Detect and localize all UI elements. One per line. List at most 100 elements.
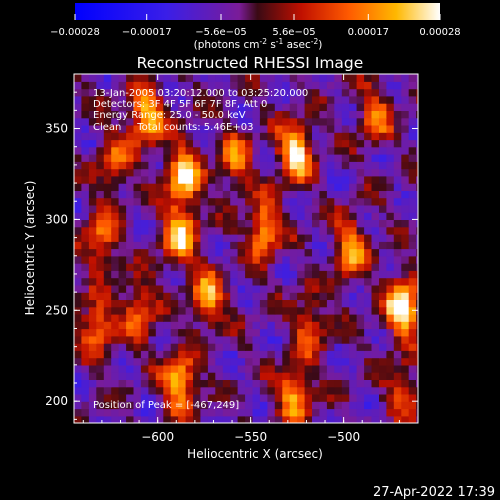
heatmap-cell <box>74 372 82 380</box>
heatmap-cell <box>274 364 283 373</box>
heatmap-cell <box>341 154 350 162</box>
heatmap-cell <box>312 357 320 366</box>
heatmap-cell <box>193 154 201 162</box>
heatmap-cell <box>393 168 402 177</box>
heatmap-cell <box>393 190 402 199</box>
heatmap-cell <box>245 277 254 286</box>
heatmap-cell <box>200 241 209 250</box>
heatmap-cell <box>341 88 350 97</box>
heatmap-cell <box>222 219 231 228</box>
heatmap-cell <box>230 226 239 235</box>
heatmap-cell <box>379 255 387 264</box>
heatmap-cell <box>222 117 231 126</box>
heatmap-cell <box>237 81 246 90</box>
heatmap-cell <box>230 161 239 170</box>
heatmap-cell <box>274 234 283 242</box>
heatmap-cell <box>349 263 358 271</box>
heatmap-cell <box>349 357 358 366</box>
heatmap-cell <box>185 95 194 104</box>
heatmap-cell <box>252 197 261 206</box>
heatmap-cell <box>304 204 313 213</box>
heatmap-cell <box>230 81 239 90</box>
heatmap-cell <box>140 124 149 133</box>
heatmap-cell <box>74 204 82 213</box>
heatmap-cell <box>185 299 194 308</box>
heatmap-cell <box>364 292 373 300</box>
heatmap-cell <box>126 328 135 337</box>
heatmap-cell <box>222 350 231 359</box>
heatmap-cell <box>267 88 276 97</box>
heatmap-cell <box>148 212 157 220</box>
heatmap-cell <box>222 284 231 293</box>
heatmap-cell <box>386 401 395 410</box>
heatmap-cell <box>133 88 142 97</box>
heatmap-cell <box>274 212 283 220</box>
heatmap-cell <box>111 248 120 257</box>
heatmap-cell <box>193 139 201 148</box>
heatmap-cell <box>282 284 291 293</box>
heatmap-cell <box>297 357 306 366</box>
heatmap-cell <box>155 175 164 184</box>
heatmap-cell <box>222 154 231 162</box>
heatmap-cell <box>207 212 216 220</box>
heatmap-cell <box>96 139 105 148</box>
heatmap-cell <box>297 393 306 402</box>
heatmap-cell <box>230 306 239 315</box>
heatmap-cell <box>237 103 246 111</box>
heatmap-cell <box>393 408 402 417</box>
heatmap-cell <box>326 183 335 191</box>
heatmap-cell <box>259 364 268 373</box>
heatmap-cell <box>200 335 209 344</box>
heatmap-cell <box>88 277 97 286</box>
heatmap-cell <box>408 379 417 388</box>
heatmap-cell <box>222 386 231 395</box>
heatmap-cell <box>408 372 417 380</box>
heatmap-cell <box>364 95 373 104</box>
heatmap-cell <box>215 350 224 359</box>
heatmap-cell <box>416 190 418 199</box>
heatmap-cell <box>222 379 231 388</box>
heatmap-cell <box>416 372 418 380</box>
heatmap-cell <box>118 284 127 293</box>
heatmap-cell <box>386 168 395 177</box>
heatmap-cell <box>259 255 268 264</box>
heatmap-cell <box>401 364 410 373</box>
heatmap-cell <box>222 132 231 141</box>
heatmap-cell <box>334 234 343 242</box>
heatmap-cell <box>88 175 97 184</box>
heatmap-cell <box>408 299 417 308</box>
heatmap-cell <box>170 234 179 242</box>
heatmap-cell <box>371 241 380 250</box>
heatmap-cell <box>155 335 164 344</box>
heatmap-cell <box>237 401 246 410</box>
heatmap-cell <box>178 379 187 388</box>
heatmap-cell <box>215 255 224 264</box>
heatmap-cell <box>222 306 231 315</box>
heatmap-cell <box>74 81 82 90</box>
heatmap-cell <box>133 168 142 177</box>
heatmap-cell <box>185 284 194 293</box>
heatmap-cell <box>349 284 358 293</box>
heatmap-cell <box>282 386 291 395</box>
heatmap-cell <box>133 175 142 184</box>
heatmap-cell <box>267 103 276 111</box>
heatmap-cell <box>334 226 343 235</box>
heatmap-cell <box>379 95 387 104</box>
heatmap-cell <box>222 393 231 402</box>
heatmap-cell <box>341 408 350 417</box>
heatmap-cell <box>349 139 358 148</box>
heatmap-cell <box>96 110 105 119</box>
heatmap-cell <box>111 350 120 359</box>
heatmap-cell <box>207 408 216 417</box>
plot-frame <box>73 73 419 424</box>
heatmap-cell <box>356 103 365 111</box>
heatmap-cell <box>297 95 306 104</box>
heatmap-cell <box>356 212 365 220</box>
heatmap-cell <box>118 234 127 242</box>
heatmap-cell <box>408 175 417 184</box>
heatmap-cell <box>148 197 157 206</box>
heatmap-cell <box>118 132 127 141</box>
heatmap-cell <box>304 146 313 155</box>
heatmap-cell <box>393 343 402 351</box>
heatmap-cell <box>393 124 402 133</box>
